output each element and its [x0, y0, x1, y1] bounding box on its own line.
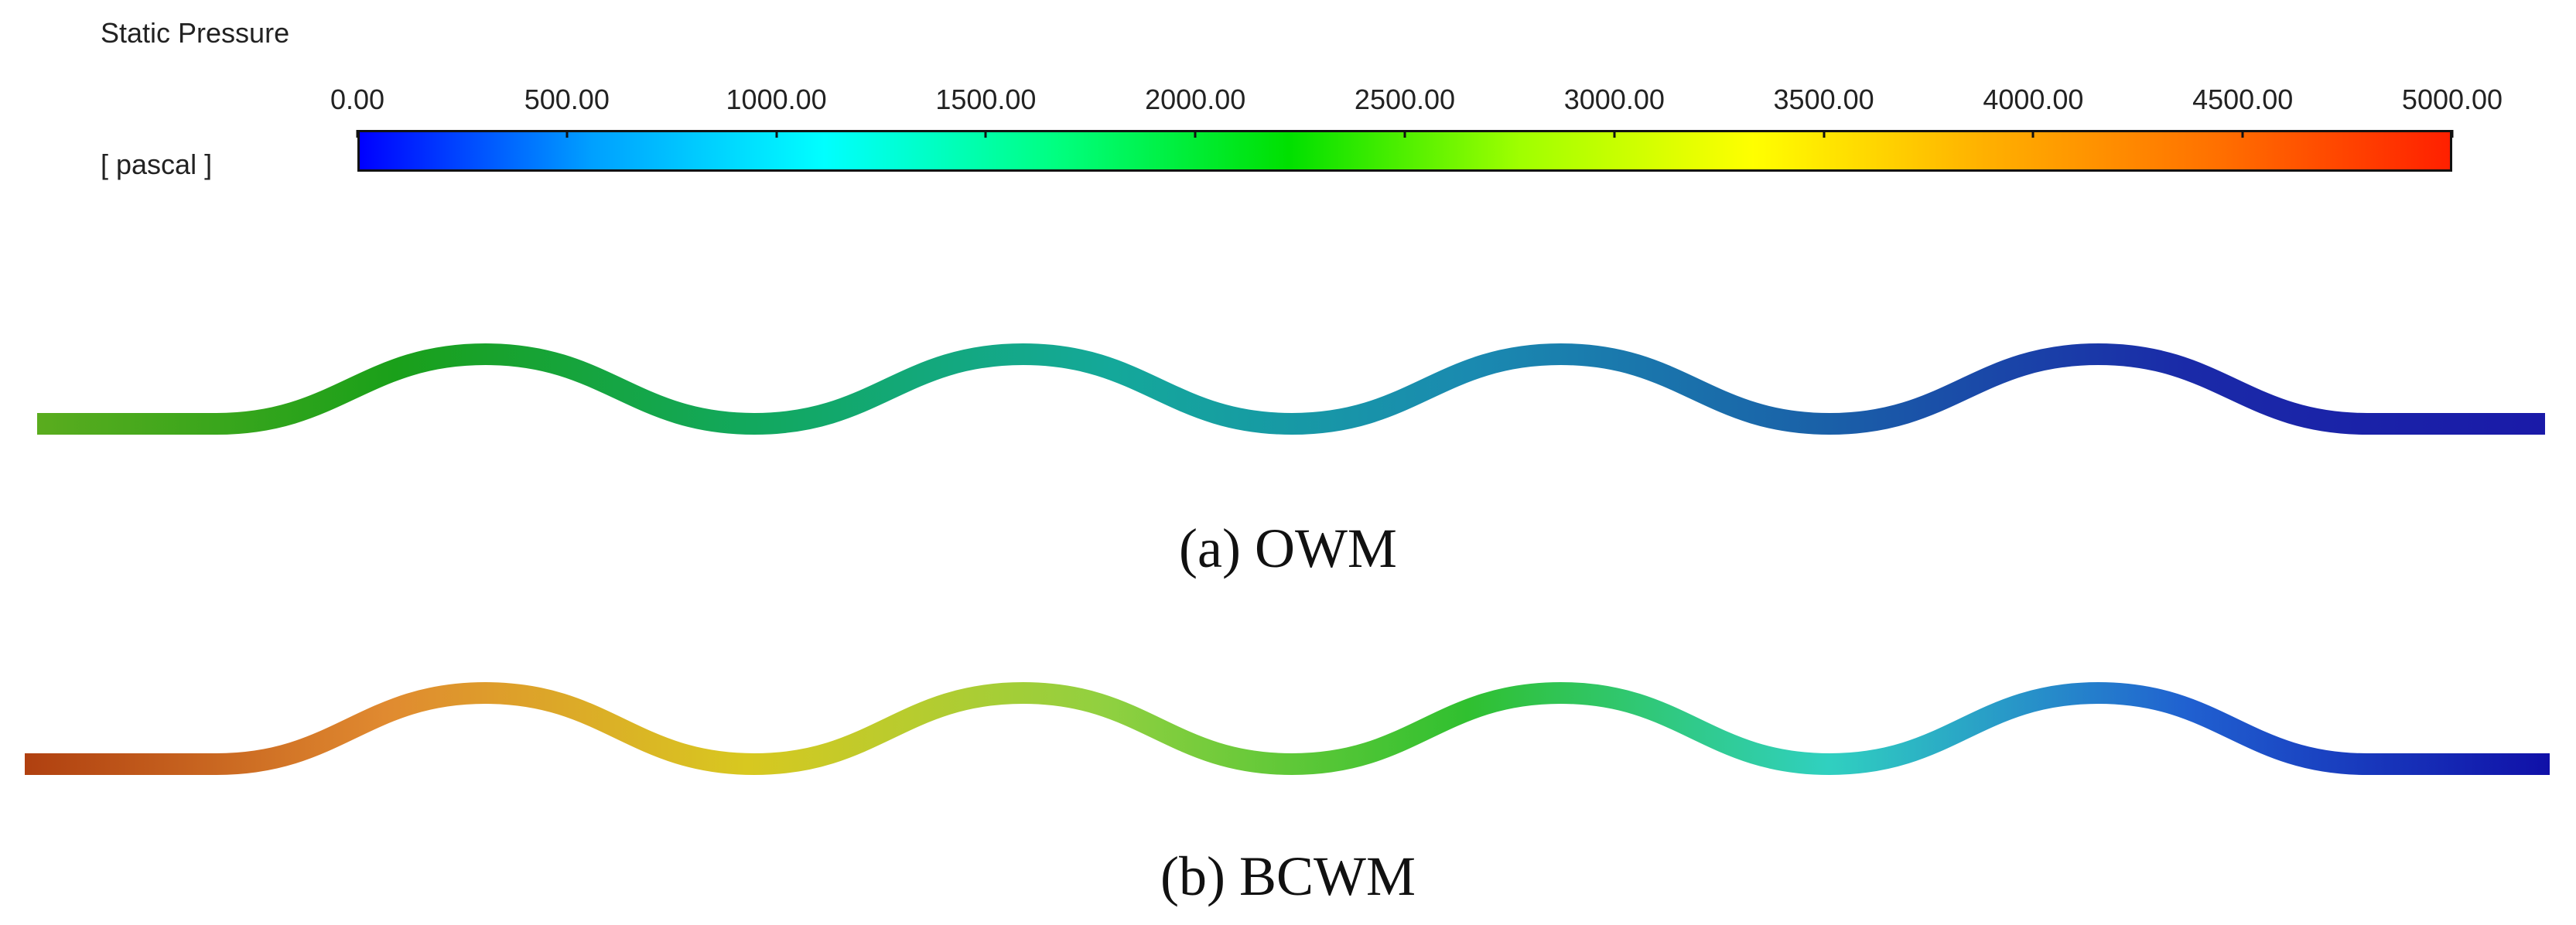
- colorbar-tick-label: 3000.00: [1563, 84, 1665, 115]
- bcwm-channel: [25, 681, 2550, 776]
- colorbar-tick-mark: [984, 130, 987, 138]
- colorbar-tick-mark: [1194, 130, 1197, 138]
- colorbar-tick-label: 3500.00: [1773, 84, 1874, 115]
- colorbar-tick-label: 2000.00: [1145, 84, 1246, 115]
- colorbar-tick-label: 2500.00: [1354, 84, 1456, 115]
- colorbar-tick-label: 500.00: [524, 84, 610, 115]
- caption-owm: (a) OWM: [1179, 517, 1397, 579]
- colorbar-tick-label: 5000.00: [2401, 84, 2503, 115]
- colorbar-tick-label: 4500.00: [2192, 84, 2294, 115]
- colorbar-tick-mark: [2031, 130, 2034, 138]
- legend-title: Static Pressure: [101, 17, 290, 49]
- colorbar-tick-mark: [1613, 130, 1616, 138]
- caption-bcwm: (b) BCWM: [1160, 845, 1416, 907]
- colorbar-tick-label: 4000.00: [1983, 84, 2084, 115]
- colorbar-tick-mark: [2241, 130, 2244, 138]
- colorbar-tick-mark: [356, 130, 359, 138]
- colorbar-tick-label: 0.00: [330, 84, 385, 115]
- legend-unit-label: [ pascal ]: [101, 148, 213, 180]
- colorbar-tick-mark: [1403, 130, 1406, 138]
- colorbar-tick-mark: [775, 130, 778, 138]
- colorbar-tick-label: 1500.00: [935, 84, 1037, 115]
- colorbar-tick-label: 1000.00: [726, 84, 827, 115]
- colorbar-tick-mark: [565, 130, 569, 138]
- colorbar-tick-mark: [2451, 130, 2454, 138]
- colorbar-tick-mark: [1823, 130, 1826, 138]
- owm-channel: [37, 343, 2545, 435]
